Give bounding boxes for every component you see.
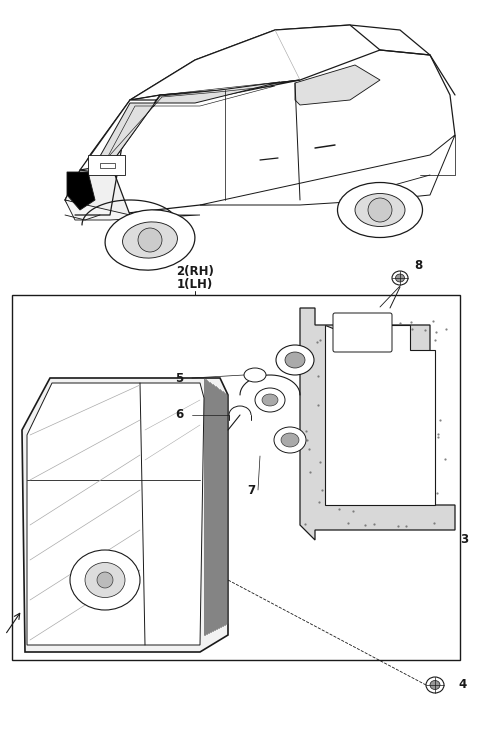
Ellipse shape bbox=[276, 345, 314, 375]
Text: 7: 7 bbox=[247, 484, 255, 496]
Polygon shape bbox=[65, 170, 130, 215]
Ellipse shape bbox=[281, 433, 299, 447]
Polygon shape bbox=[88, 155, 125, 175]
Circle shape bbox=[138, 228, 162, 252]
Ellipse shape bbox=[396, 274, 405, 282]
Ellipse shape bbox=[262, 394, 278, 406]
Polygon shape bbox=[95, 82, 280, 165]
Polygon shape bbox=[295, 65, 380, 105]
Polygon shape bbox=[67, 172, 95, 210]
Polygon shape bbox=[65, 200, 200, 220]
Polygon shape bbox=[27, 383, 204, 645]
Ellipse shape bbox=[430, 680, 440, 690]
Ellipse shape bbox=[244, 368, 266, 382]
Text: 2(RH): 2(RH) bbox=[176, 265, 214, 278]
Text: 6: 6 bbox=[175, 408, 183, 421]
Polygon shape bbox=[22, 378, 228, 652]
Polygon shape bbox=[325, 325, 435, 505]
Text: 8: 8 bbox=[414, 259, 422, 272]
Polygon shape bbox=[65, 25, 455, 215]
Ellipse shape bbox=[122, 222, 178, 258]
Text: 5: 5 bbox=[175, 372, 183, 385]
Polygon shape bbox=[300, 308, 455, 540]
Circle shape bbox=[368, 198, 392, 222]
Ellipse shape bbox=[355, 194, 405, 226]
FancyBboxPatch shape bbox=[333, 313, 392, 352]
Ellipse shape bbox=[392, 271, 408, 285]
Circle shape bbox=[97, 572, 113, 588]
Ellipse shape bbox=[337, 183, 422, 237]
Ellipse shape bbox=[285, 352, 305, 368]
Text: 4: 4 bbox=[458, 679, 466, 691]
Ellipse shape bbox=[426, 677, 444, 693]
Text: 1(LH): 1(LH) bbox=[177, 278, 213, 291]
Ellipse shape bbox=[274, 427, 306, 453]
Text: 3: 3 bbox=[460, 533, 468, 546]
Polygon shape bbox=[100, 163, 115, 168]
Polygon shape bbox=[130, 25, 380, 100]
Bar bbox=[12, 295, 460, 660]
Ellipse shape bbox=[105, 210, 195, 270]
Polygon shape bbox=[200, 135, 455, 205]
Ellipse shape bbox=[70, 550, 140, 610]
Ellipse shape bbox=[255, 388, 285, 412]
Ellipse shape bbox=[85, 562, 125, 597]
Polygon shape bbox=[80, 80, 300, 170]
